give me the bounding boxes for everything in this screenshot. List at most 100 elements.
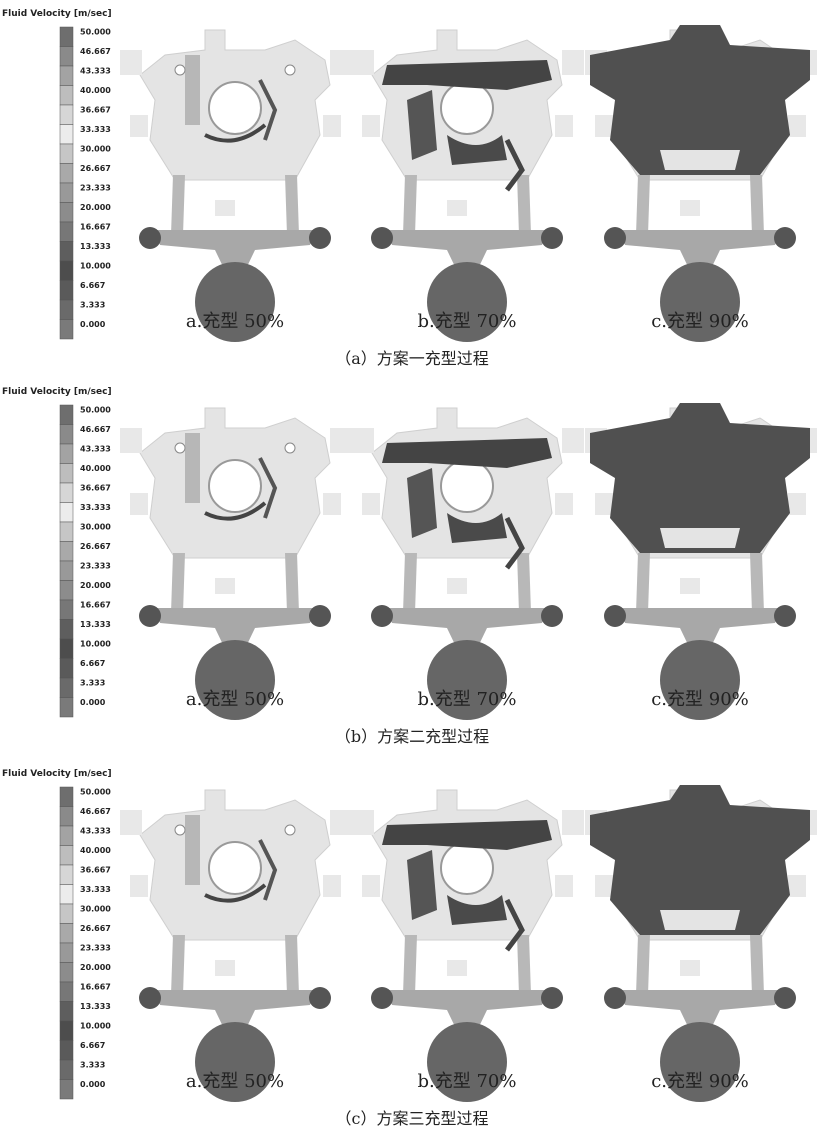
- legend-swatch: [60, 924, 73, 944]
- legend-tick-label: 10.000: [80, 262, 111, 271]
- caption: （b）方案二充型过程: [335, 727, 489, 746]
- legend-swatch: [60, 581, 73, 601]
- legend-tick-label: 0.000: [80, 698, 106, 707]
- legend-swatch: [60, 659, 73, 679]
- legend-tick-label: 40.000: [80, 86, 111, 95]
- caption: （c）方案三充型过程: [336, 1109, 489, 1128]
- legend-swatch: [60, 464, 73, 484]
- figure: Fluid Velocity [m/sec] 50.000 46.667 43.333…: [0, 0, 824, 1139]
- legend-swatch: [60, 639, 73, 659]
- legend-swatch: [60, 47, 73, 67]
- panel: Fluid Velocity [m/sec] 50.000 46.667 43.333…: [2, 387, 817, 746]
- legend-tick-label: 46.667: [80, 807, 111, 816]
- simulation-image: [120, 30, 352, 342]
- image-label: a.充型 50%: [186, 1071, 284, 1092]
- legend-tick-label: 13.333: [80, 242, 111, 251]
- legend-swatch: [60, 164, 73, 184]
- legend-tick-label: 20.000: [80, 963, 111, 972]
- legend-tick-label: 6.667: [80, 1041, 105, 1050]
- image-label: c.充型 90%: [651, 311, 749, 332]
- legend-tick-label: 0.000: [80, 1080, 106, 1089]
- legend-swatch: [60, 425, 73, 445]
- legend-tick-label: 20.000: [80, 203, 111, 212]
- legend-swatch: [60, 105, 73, 125]
- legend-tick-label: 13.333: [80, 620, 111, 629]
- image-label: c.充型 90%: [651, 689, 749, 710]
- legend-swatch: [60, 281, 73, 301]
- legend-swatch: [60, 144, 73, 164]
- legend-swatch: [60, 542, 73, 562]
- image-label: b.充型 70%: [418, 1071, 517, 1092]
- simulation-image: [352, 790, 584, 1102]
- legend-swatch: [60, 1060, 73, 1080]
- legend-swatch: [60, 963, 73, 983]
- legend-swatch: [60, 222, 73, 242]
- legend-tick-label: 50.000: [80, 406, 111, 415]
- legend-tick-label: 13.333: [80, 1002, 111, 1011]
- legend-swatch: [60, 66, 73, 86]
- legend-tick-label: 46.667: [80, 425, 111, 434]
- legend-swatch: [60, 787, 73, 807]
- legend-tick-label: 10.000: [80, 640, 111, 649]
- simulation-image: [120, 408, 352, 720]
- legend-swatch: [60, 826, 73, 846]
- simulation-image: [352, 30, 584, 342]
- legend-tick-label: 16.667: [80, 601, 111, 610]
- legend-tick-label: 33.333: [80, 885, 111, 894]
- image-label: b.充型 70%: [418, 689, 517, 710]
- panel: Fluid Velocity [m/sec]50.00046.66743.333…: [2, 769, 817, 1128]
- legend-tick-label: 30.000: [80, 905, 111, 914]
- legend-tick-label: 26.667: [80, 542, 111, 551]
- legend-tick-label: 10.000: [80, 1022, 111, 1031]
- simulation-image: [585, 403, 817, 720]
- legend-tick-label: 3.333: [80, 1061, 105, 1070]
- panel: Fluid Velocity [m/sec]50.00046.66743.333…: [2, 9, 817, 368]
- legend-swatch: [60, 620, 73, 640]
- legend-tick-label: 6.667: [80, 281, 105, 290]
- legend-tick-label: 43.333: [80, 445, 111, 454]
- image-label: c.充型 90%: [651, 1071, 749, 1092]
- legend-swatch: [60, 904, 73, 924]
- simulation-image: [585, 25, 817, 342]
- legend-tick-label: 23.333: [80, 562, 111, 571]
- legend-tick-label: 20.000: [80, 581, 111, 590]
- image-label: a.充型 50%: [186, 311, 284, 332]
- legend-title: Fluid Velocity [m/sec]: [2, 9, 112, 19]
- legend-tick-label: 40.000: [80, 846, 111, 855]
- legend-swatch: [60, 943, 73, 963]
- legend-title: Fluid Velocity [m/sec]: [2, 769, 112, 779]
- legend-swatch: [60, 183, 73, 203]
- legend-tick-label: 23.333: [80, 944, 111, 953]
- legend-tick-label: 3.333: [80, 679, 105, 688]
- legend-tick-label: 6.667: [80, 659, 105, 668]
- legend-tick-label: 3.333: [80, 301, 105, 310]
- legend-swatch: [60, 1002, 73, 1022]
- legend-swatch: [60, 405, 73, 425]
- legend-title: Fluid Velocity [m/sec]: [2, 387, 112, 397]
- legend-tick-label: 23.333: [80, 184, 111, 193]
- legend-swatch: [60, 1041, 73, 1061]
- legend-tick-label: 40.000: [80, 464, 111, 473]
- legend-tick-label: 43.333: [80, 67, 111, 76]
- legend-swatch: [60, 483, 73, 503]
- legend-tick-label: 0.000: [80, 320, 106, 329]
- legend-swatch: [60, 522, 73, 542]
- legend-swatch: [60, 600, 73, 620]
- legend-tick-label: 36.667: [80, 106, 111, 115]
- image-label: b.充型 70%: [418, 311, 517, 332]
- legend-swatch: [60, 261, 73, 281]
- legend-swatch: [60, 444, 73, 464]
- caption: （a）方案一充型过程: [335, 349, 489, 368]
- legend-swatch: [60, 698, 73, 718]
- legend-swatch: [60, 125, 73, 145]
- legend-swatch: [60, 1080, 73, 1100]
- legend-tick-label: 36.667: [80, 484, 111, 493]
- legend-tick-label: 46.667: [80, 47, 111, 56]
- legend-swatch: [60, 865, 73, 885]
- image-label: a.充型 50%: [186, 689, 284, 710]
- legend-tick-label: 50.000: [80, 788, 111, 797]
- legend-tick-label: 26.667: [80, 164, 111, 173]
- legend-swatch: [60, 846, 73, 866]
- legend-swatch: [60, 503, 73, 523]
- legend-tick-label: 33.333: [80, 503, 111, 512]
